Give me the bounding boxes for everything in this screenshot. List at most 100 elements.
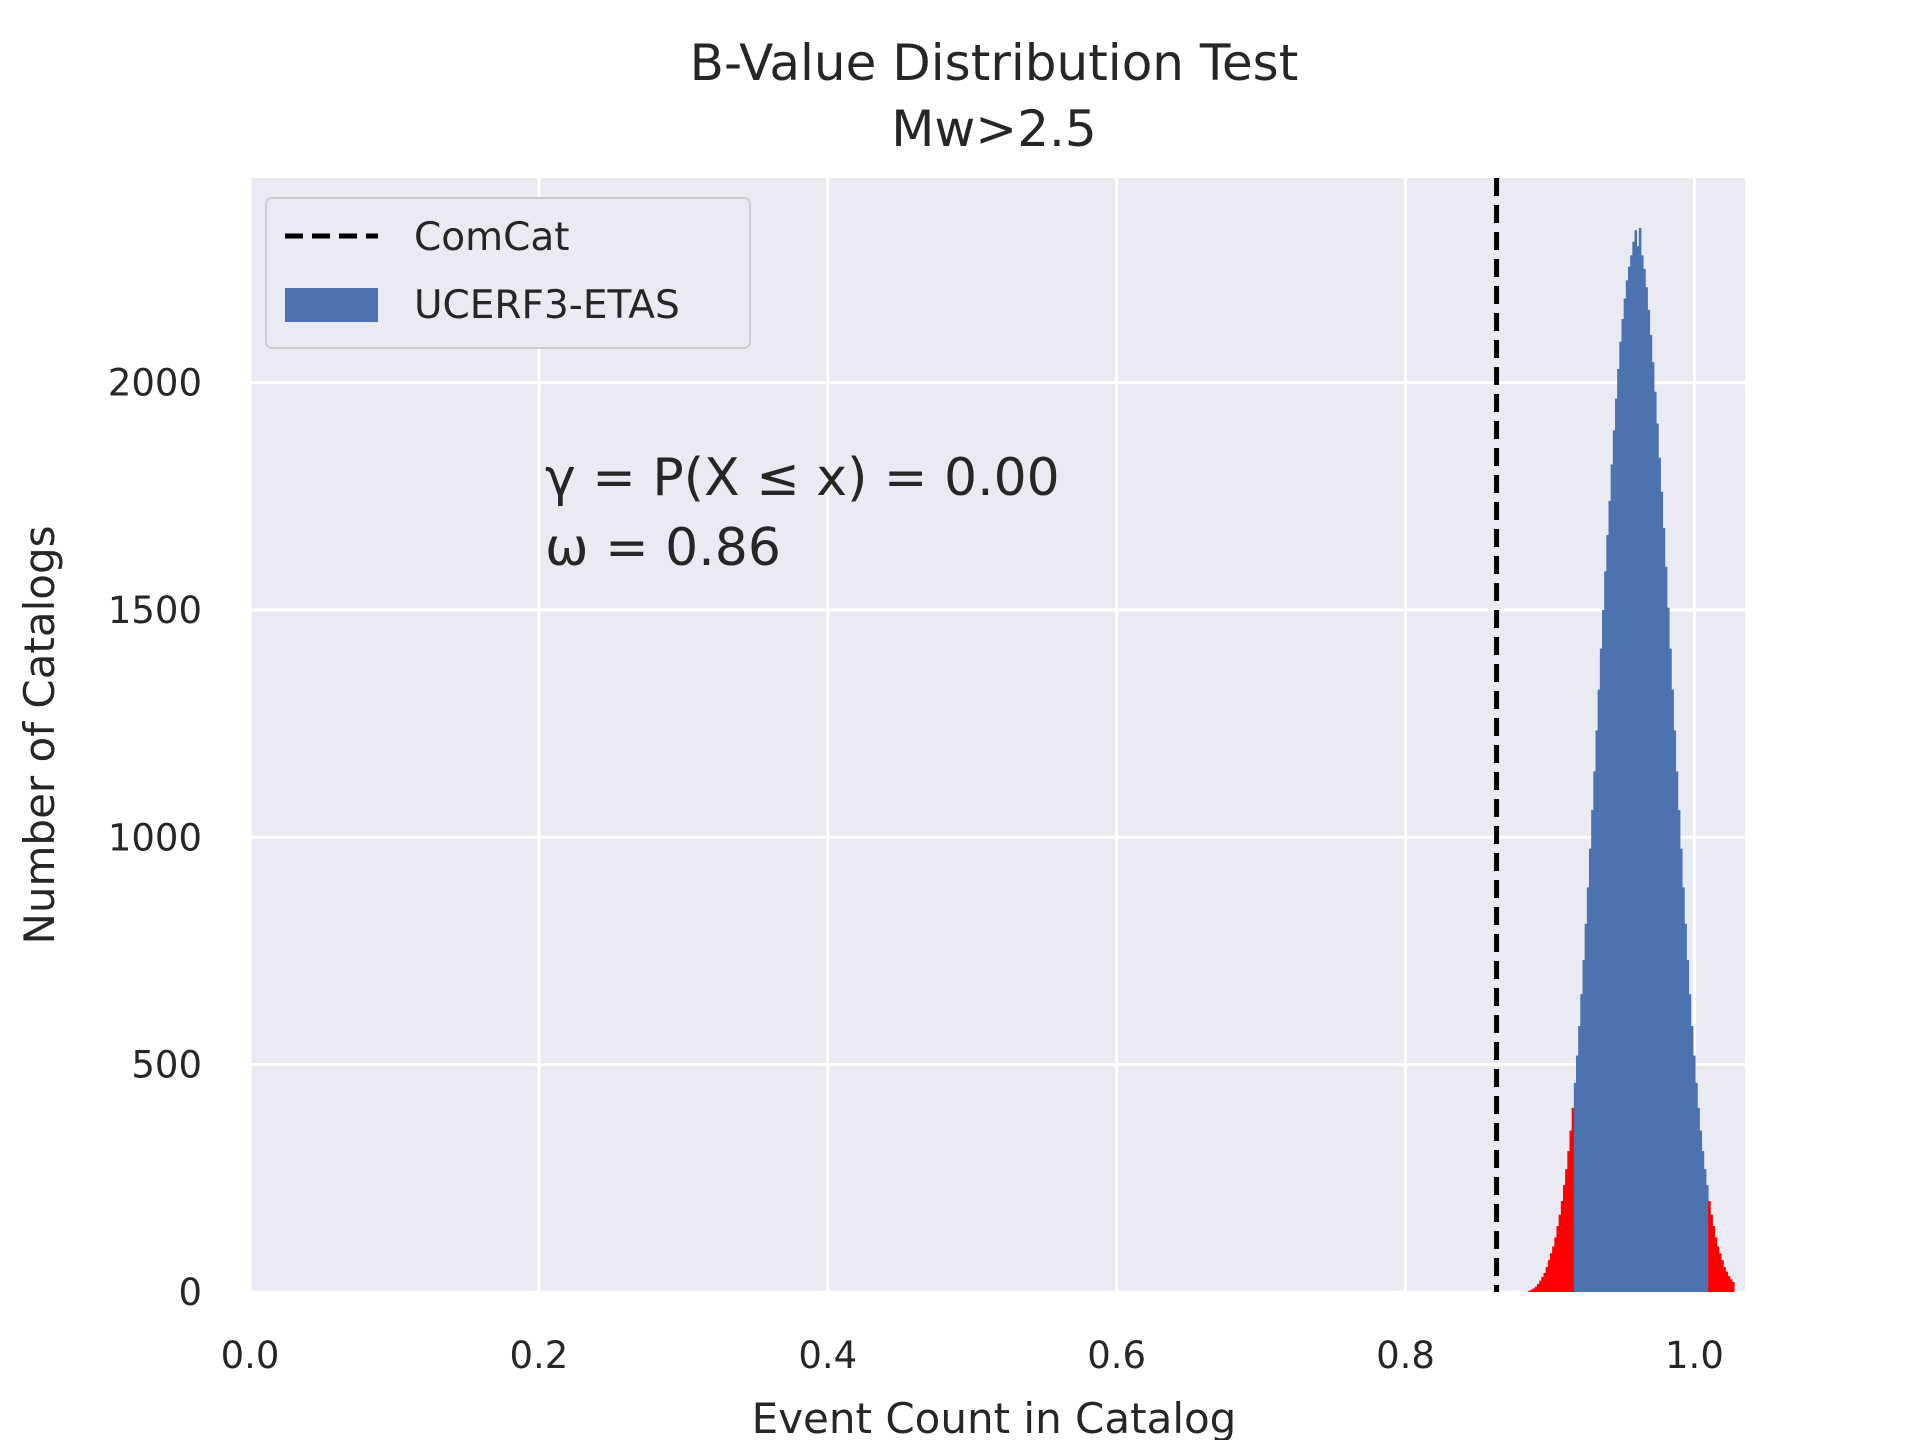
histogram-bar xyxy=(1573,1082,1577,1292)
histogram-bar xyxy=(1584,923,1588,1292)
histogram-bar xyxy=(1645,287,1648,1292)
histogram-bar xyxy=(1534,1286,1538,1292)
histogram-bar xyxy=(1732,1281,1735,1292)
histogram-bar xyxy=(1595,730,1599,1292)
histogram-bar xyxy=(1593,771,1596,1292)
histogram-bar xyxy=(1547,1260,1551,1292)
histogram-bar xyxy=(1684,923,1687,1292)
histogram-bar xyxy=(1660,491,1664,1292)
histogram-bar xyxy=(1664,566,1668,1292)
histogram-bar xyxy=(1602,609,1605,1292)
histogram-bar xyxy=(1706,1185,1709,1292)
histogram-bar xyxy=(1634,230,1638,1292)
x-tick-label: 0.6 xyxy=(1087,1334,1146,1377)
histogram-bar xyxy=(1589,848,1592,1292)
histogram-bar xyxy=(1723,1266,1726,1292)
histogram-bar xyxy=(1649,334,1653,1292)
histogram-bar xyxy=(1597,689,1601,1292)
histogram-bar xyxy=(1641,255,1644,1292)
histogram-bar xyxy=(1693,1055,1696,1292)
x-tick-labels: 0.0 0.2 0.4 0.6 0.8 1.0 xyxy=(221,1334,1724,1377)
y-tick-label: 0 xyxy=(178,1271,202,1314)
histogram-bar xyxy=(1697,1107,1700,1292)
histogram-bar xyxy=(1619,341,1622,1292)
histogram-bar xyxy=(1688,994,1692,1292)
histogram-bar xyxy=(1671,689,1674,1292)
histogram-bar xyxy=(1604,571,1607,1292)
histogram-bar xyxy=(1543,1272,1547,1292)
histogram-bar xyxy=(1610,464,1614,1292)
chart-subtitle: Mw>2.5 xyxy=(891,100,1096,158)
x-tick-label: 1.0 xyxy=(1665,1334,1724,1377)
histogram-bar xyxy=(1714,1237,1718,1292)
x-tick-label: 0.4 xyxy=(798,1334,857,1377)
histogram-bar xyxy=(1537,1283,1540,1292)
histogram-bar xyxy=(1719,1253,1722,1292)
histogram-bar xyxy=(1550,1253,1553,1292)
histogram-bar xyxy=(1563,1185,1566,1292)
histogram-bar xyxy=(1656,423,1659,1293)
histogram-bar xyxy=(1638,228,1642,1292)
histogram-bar xyxy=(1628,266,1631,1293)
histogram-bar xyxy=(1701,1151,1705,1292)
histogram-bar xyxy=(1651,362,1655,1293)
histogram-bar xyxy=(1708,1201,1711,1292)
histogram-bar xyxy=(1632,241,1635,1293)
legend-ucerf3-swatch xyxy=(285,288,378,322)
histogram-bar xyxy=(1621,318,1625,1293)
histogram-bar xyxy=(1576,1055,1579,1292)
histogram-bar xyxy=(1690,1026,1694,1292)
histogram-bar xyxy=(1643,268,1646,1292)
histogram-bar xyxy=(1721,1260,1724,1292)
x-tick-label: 0.8 xyxy=(1376,1334,1435,1377)
y-tick-label: 1000 xyxy=(108,816,202,859)
legend-comcat-label: ComCat xyxy=(414,215,570,260)
histogram-bar xyxy=(1571,1107,1575,1292)
histogram-bar xyxy=(1686,960,1690,1292)
x-axis-label: Event Count in Catalog xyxy=(752,1394,1237,1440)
histogram-bar xyxy=(1532,1288,1536,1292)
histogram-bar xyxy=(1654,391,1657,1292)
histogram-bar xyxy=(1647,309,1651,1293)
histogram-bar xyxy=(1554,1237,1557,1292)
histogram-bar xyxy=(1675,771,1679,1292)
histogram-bar xyxy=(1699,1130,1703,1292)
histogram-bars xyxy=(1528,228,1735,1293)
histogram-bar xyxy=(1667,607,1670,1292)
histogram-bar xyxy=(1530,1289,1534,1292)
y-tick-label: 500 xyxy=(131,1044,202,1087)
histogram-bar xyxy=(1682,887,1685,1292)
histogram-bar xyxy=(1558,1214,1562,1292)
y-tick-labels: 0 500 1000 1500 2000 xyxy=(108,362,202,1314)
legend-ucerf3-label: UCERF3-ETAS xyxy=(414,283,680,328)
histogram-bar xyxy=(1636,246,1640,1292)
histogram-bar xyxy=(1716,1246,1720,1292)
histogram-bar xyxy=(1623,298,1627,1292)
histogram-bar xyxy=(1673,730,1677,1292)
chart-title: B-Value Distribution Test xyxy=(690,34,1299,92)
histogram-bar xyxy=(1545,1266,1549,1292)
histogram-bar xyxy=(1608,500,1612,1292)
histogram-bar xyxy=(1727,1276,1731,1292)
histogram-bar xyxy=(1578,1026,1581,1292)
histogram-bar xyxy=(1612,430,1616,1292)
histogram-bar xyxy=(1710,1214,1713,1292)
histogram-bar xyxy=(1630,255,1633,1292)
histogram-bar xyxy=(1695,1082,1698,1292)
x-tick-label: 0.0 xyxy=(221,1334,280,1377)
gamma-annotation: γ = P(X ≤ x) = 0.00 xyxy=(545,448,1060,508)
histogram-bar xyxy=(1541,1276,1544,1292)
histogram-bar xyxy=(1565,1169,1568,1292)
histogram-bar xyxy=(1552,1246,1555,1292)
y-tick-label: 2000 xyxy=(108,362,202,405)
histogram-bar xyxy=(1580,994,1583,1292)
histogram-bar xyxy=(1560,1201,1564,1292)
histogram-bar xyxy=(1528,1290,1531,1292)
histogram-bar xyxy=(1703,1169,1707,1292)
histogram-bar xyxy=(1599,648,1603,1292)
histogram-bar xyxy=(1567,1151,1570,1292)
histogram-bar xyxy=(1658,457,1661,1293)
histogram-bar xyxy=(1539,1280,1542,1292)
histogram-bar xyxy=(1729,1279,1733,1292)
